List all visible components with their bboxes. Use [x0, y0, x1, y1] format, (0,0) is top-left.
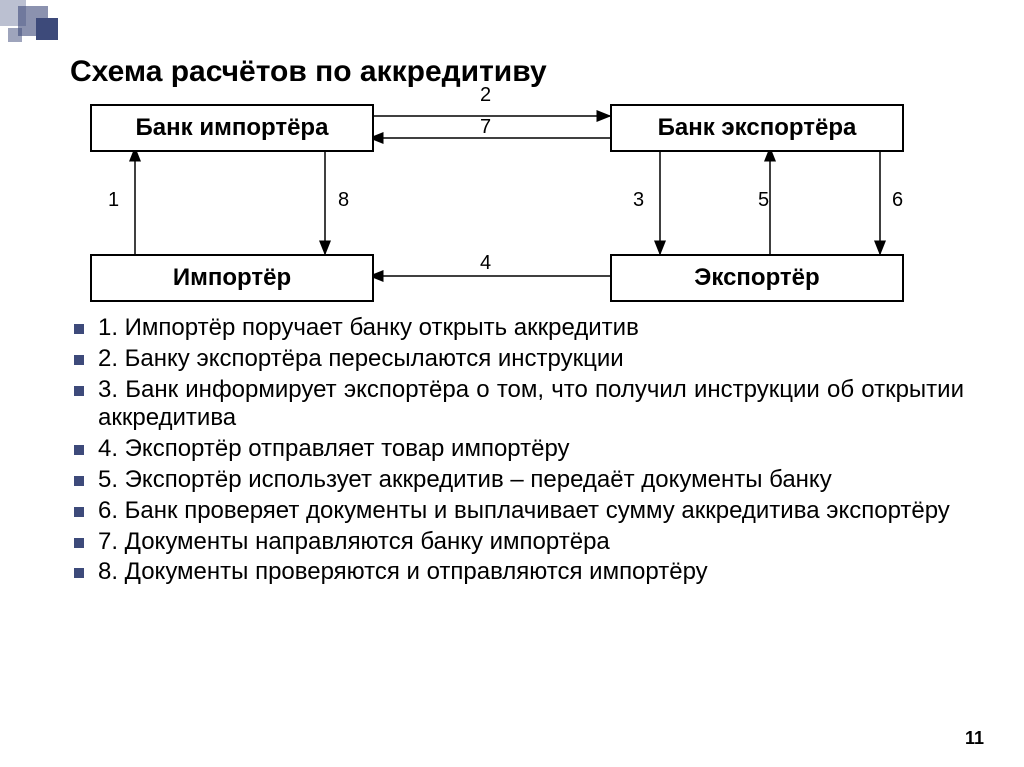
node-importer: Импортёр: [90, 254, 374, 302]
edge-label-2: 2: [480, 84, 491, 107]
page-number: 11: [965, 728, 984, 749]
edge-label-8: 8: [338, 189, 349, 212]
step-item: 8. Документы проверяются и отправляются …: [70, 558, 964, 587]
step-item: 7. Документы направляются банку импортёр…: [70, 528, 964, 557]
edge-label-1: 1: [108, 189, 119, 212]
step-item: 2. Банку экспортёра пересылаются инструк…: [70, 345, 964, 374]
edge-label-3: 3: [633, 189, 644, 212]
slide-title: Схема расчётов по аккредитиву: [70, 55, 964, 89]
edge-label-5: 5: [758, 189, 769, 212]
step-item: 6. Банк проверяет документы и выплачивае…: [70, 497, 964, 526]
flow-diagram: Банк импортёра Банк экспортёра Импортёр Экс…: [70, 104, 950, 304]
step-item: 1. Импортёр поручает банку открыть аккре…: [70, 314, 964, 343]
edge-label-6: 6: [892, 189, 903, 212]
step-item: 4. Экспортёр отправляет товар импортёру: [70, 435, 964, 464]
node-bank_importer: Банк импортёра: [90, 104, 374, 152]
edge-label-4: 4: [480, 252, 491, 275]
slide-content: Схема расчётов по аккредитиву Банк импор…: [0, 0, 1024, 609]
steps-list: 1. Импортёр поручает банку открыть аккре…: [70, 314, 964, 587]
node-exporter: Экспортёр: [610, 254, 904, 302]
step-item: 5. Экспортёр использует аккредитив – пер…: [70, 466, 964, 495]
step-item: 3. Банк информирует экспортёра о том, чт…: [70, 376, 964, 434]
node-bank_exporter: Банк экспортёра: [610, 104, 904, 152]
corner-decoration: [0, 0, 80, 45]
edge-label-7: 7: [480, 116, 491, 139]
